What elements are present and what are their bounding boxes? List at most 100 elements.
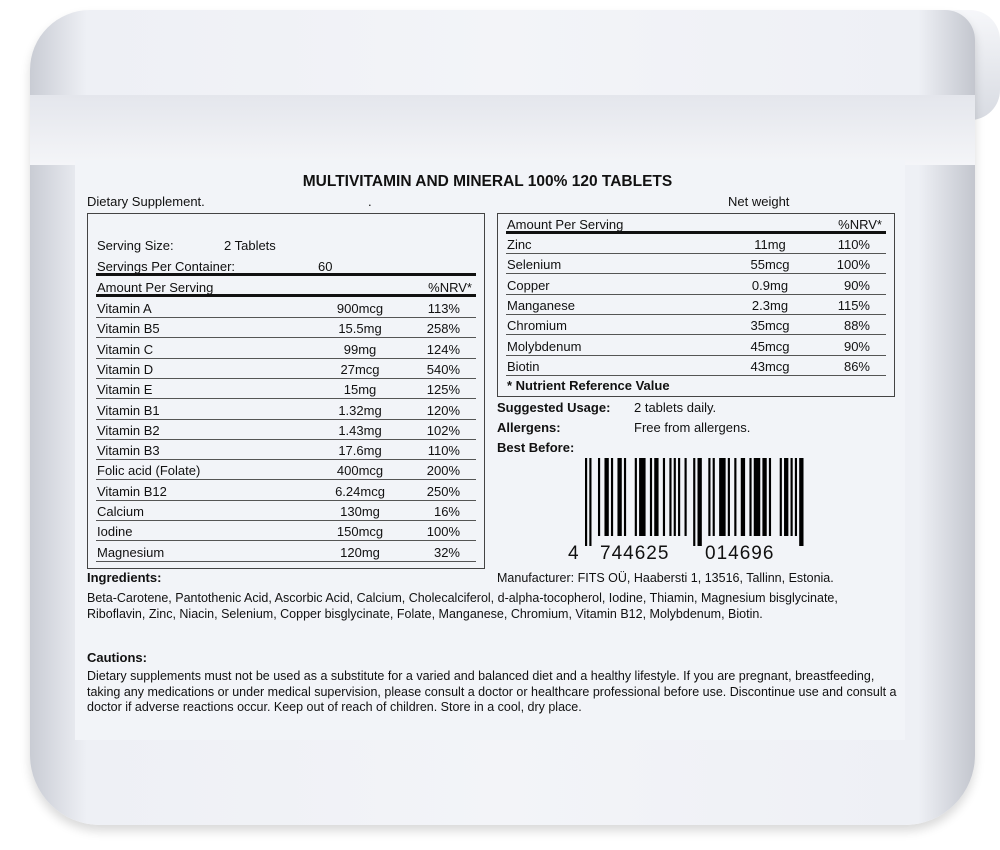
nutrient-amount: 120mg <box>340 544 380 560</box>
barcode-bar <box>753 458 761 536</box>
allergens-value: Free from allergens. <box>634 420 751 435</box>
product-label <box>75 160 905 740</box>
nutrient-amount: 15.5mg <box>338 321 382 337</box>
nutrient-amount: 27mcg <box>340 361 380 377</box>
nutrient-amount: 45mcg <box>750 338 790 354</box>
barcode-bar <box>693 458 696 546</box>
barcode-bar <box>734 458 737 536</box>
amount-header: Amount Per Serving <box>97 280 214 295</box>
nutrition-table-left: Serving Size: 2 Tablets Servings Per Cont… <box>87 213 485 569</box>
nutrient-row: Vitamin D 27mcg 540% <box>96 359 476 379</box>
nutrient-amount: 1.32mg <box>338 402 382 418</box>
barcode-bar <box>799 458 804 546</box>
barcode-bar <box>749 458 752 536</box>
nutrient-name: Zinc <box>507 237 532 252</box>
nutrient-name: Vitamin D <box>97 361 154 377</box>
barcode-digit-1: 4 <box>568 543 579 564</box>
nutrient-name: Vitamin B12 <box>97 483 167 499</box>
barcode-bar <box>654 458 659 536</box>
barcode-bar <box>589 458 592 546</box>
nutrient-amount: 130mg <box>340 504 380 519</box>
left-header-row: Amount Per Serving %NRV* <box>96 277 476 297</box>
best-before-label: Best Before: <box>497 440 575 455</box>
nutrient-row: Zinc 11mg 110% <box>506 234 886 254</box>
nutrient-row: Vitamin A 900mcg 113% <box>96 298 476 318</box>
nutrient-nrv: 200% <box>426 463 460 479</box>
barcode-bar <box>604 458 609 536</box>
usage-label: Suggested Usage: <box>497 400 611 415</box>
nutrient-amount: 35mcg <box>750 318 790 334</box>
container-rim <box>30 95 975 165</box>
barcode-bar <box>610 458 614 536</box>
nutrient-nrv: 102% <box>426 422 460 438</box>
nutrient-name: Vitamin E <box>97 382 153 398</box>
nutrient-amount: 1.43mg <box>338 422 382 438</box>
nutrient-nrv: 110% <box>837 237 870 252</box>
nrv-note: * Nutrient Reference Value <box>507 378 670 393</box>
nutrient-amount: 2.3mg <box>751 297 789 313</box>
barcode-bar <box>684 458 687 536</box>
barcode-bar <box>712 458 715 536</box>
nutrient-name: Magnesium <box>97 544 165 560</box>
nutrient-nrv: 115% <box>837 297 870 313</box>
nutrient-name: Chromium <box>507 318 567 334</box>
nutrient-nrv: 90% <box>843 277 870 293</box>
nutrient-nrv: 32% <box>433 544 460 560</box>
nutrient-amount: 55mcg <box>750 257 790 273</box>
nutrient-amount: 43mcg <box>750 358 790 374</box>
ingredients-text: Beta-Carotene, Pantothenic Acid, Ascorbi… <box>87 591 838 621</box>
nutrient-nrv: 124% <box>426 341 460 357</box>
barcode-bar <box>719 458 726 536</box>
nutrient-amount: 17.6mg <box>338 443 382 459</box>
nutrient-amount: 6.24mcg <box>335 483 385 499</box>
barcode-bar <box>617 458 622 536</box>
barcode-bar <box>708 458 711 536</box>
nutrient-amount: 11mg <box>754 237 786 252</box>
nutrient-name: Vitamin C <box>97 341 154 357</box>
nutrient-row: Manganese 2.3mg 115% <box>506 295 886 315</box>
barcode-bar <box>639 458 646 536</box>
barcode-bar <box>678 458 681 536</box>
nutrient-amount: 15mg <box>343 382 377 398</box>
nutrient-name: Vitamin A <box>97 301 152 316</box>
net-weight-label: Net weight <box>728 194 790 209</box>
dot: . <box>368 194 372 209</box>
barcode-bar <box>673 458 676 536</box>
nutrient-row: Vitamin B3 17.6mg 110% <box>96 440 476 461</box>
nutrient-amount: 150mcg <box>336 524 384 540</box>
nutrient-name: Folic acid (Folate) <box>97 463 201 479</box>
nutrient-nrv: 113% <box>427 301 460 316</box>
amount-header: Amount Per Serving <box>507 217 624 232</box>
barcode-bar <box>585 458 588 546</box>
barcode-bar <box>649 458 653 536</box>
nutrient-row: Vitamin E 15mg 125% <box>96 379 476 400</box>
nutrient-nrv: 540% <box>426 361 460 377</box>
nutrient-nrv: 110% <box>427 443 460 459</box>
barcode-bar <box>727 458 730 536</box>
barcode-bar <box>697 458 702 546</box>
barcode-bar <box>669 458 672 536</box>
nutrient-row: Biotin 43mcg 86% <box>506 356 886 376</box>
nutrient-name: Manganese <box>507 297 575 313</box>
nutrient-nrv: 90% <box>843 338 870 354</box>
nrv-header: %NRV* <box>428 280 472 295</box>
barcode-digits-3: 014696 <box>705 543 775 564</box>
subtitle: Dietary Supplement. <box>87 194 205 209</box>
nutrient-name: Vitamin B2 <box>97 422 160 438</box>
nutrient-row: Vitamin B1 1.32mg 120% <box>96 400 476 420</box>
nutrient-name: Vitamin B5 <box>97 321 160 337</box>
nutrient-name: Vitamin B3 <box>97 443 160 459</box>
nutrient-nrv: 250% <box>426 483 460 499</box>
nutrient-nrv: 86% <box>843 358 870 374</box>
nutrient-row: Vitamin B5 15.5mg 258% <box>96 318 476 339</box>
nutrient-row: Iodine 150mcg 100% <box>96 521 476 542</box>
serving-size-value: 2 Tablets <box>224 238 276 253</box>
barcode-bar <box>784 458 789 536</box>
nutrient-name: Copper <box>507 277 550 293</box>
barcode <box>585 458 804 546</box>
barcode-bar <box>794 458 798 536</box>
nutrient-nrv: 16% <box>433 504 460 519</box>
barcode-bar <box>740 458 746 536</box>
nutrient-row: Molybdenum 45mcg 90% <box>506 336 886 356</box>
serving-size-label: Serving Size: <box>97 238 174 253</box>
